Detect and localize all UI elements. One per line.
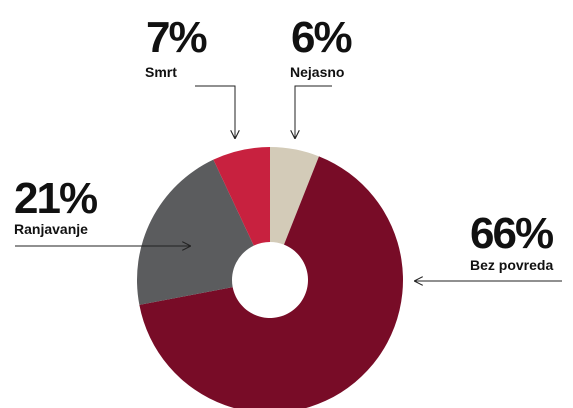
donut <box>136 147 403 408</box>
arrow <box>295 85 332 138</box>
slice <box>136 159 254 305</box>
value-label: 66% <box>470 209 553 258</box>
category-label: Bez povreda <box>470 257 553 273</box>
slice <box>213 147 270 246</box>
slice <box>270 147 319 245</box>
slice <box>139 156 403 408</box>
category-label: Nejasno <box>290 64 344 80</box>
value-label: 7% <box>146 13 206 62</box>
arrow <box>195 85 235 138</box>
value-label: 21% <box>14 174 97 223</box>
category-label: Ranjavanje <box>14 221 88 237</box>
category-label: Smrt <box>145 64 177 80</box>
value-label: 6% <box>291 13 351 62</box>
